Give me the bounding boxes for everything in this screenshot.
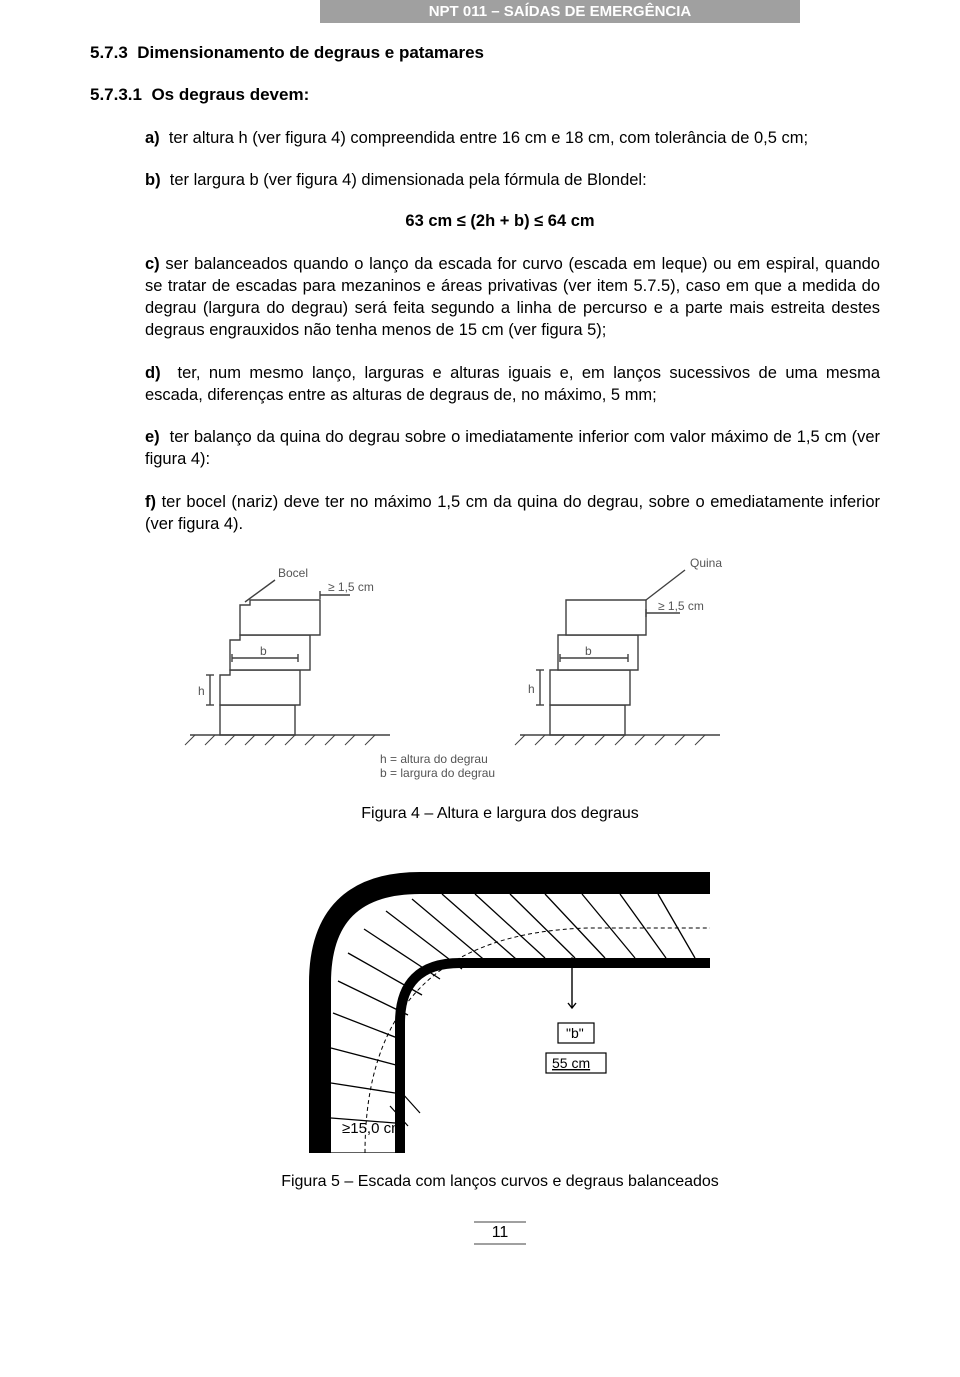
item-d-text: ter, num mesmo lanço, larguras e alturas… — [145, 364, 880, 404]
fig5-radius-label: 55 cm — [552, 1055, 590, 1071]
figure-4-diagram: Bocel ≥ 1,5 cm b h — [90, 555, 910, 785]
figure-4-caption: Figura 4 – Altura e largura dos degraus — [90, 805, 910, 823]
blondel-formula: 63 cm ≤ (2h + b) ≤ 64 cm — [90, 212, 910, 231]
item-c: c) ser balanceados quando o lanço da esc… — [145, 253, 880, 342]
page-number: 11 — [474, 1221, 526, 1245]
fig4-b-right: b — [585, 644, 592, 658]
fig5-b-label: "b" — [566, 1025, 584, 1041]
fig4-h-right: h — [528, 682, 535, 696]
stairs-profile-svg: Bocel ≥ 1,5 cm b h — [180, 555, 820, 785]
fig4-b-left: b — [260, 644, 267, 658]
subsection-number: 5.7.3.1 — [90, 85, 142, 104]
fig4-legend-b: b = largura do degrau — [380, 766, 495, 780]
item-f: f) ter bocel (nariz) deve ter no máximo … — [145, 491, 880, 536]
subsection-title-text: Os degraus devem: — [151, 85, 309, 104]
fig4-dim15-right: ≥ 1,5 cm — [658, 599, 704, 613]
section-number: 5.7.3 — [90, 43, 128, 62]
subsection-heading: 5.7.3.1 Os degraus devem: — [90, 85, 910, 105]
item-a-text: ter altura h (ver figura 4) compreendida… — [169, 129, 808, 147]
item-b: b) ter largura b (ver figura 4) dimensio… — [145, 169, 880, 191]
figure-5-caption: Figura 5 – Escada com lanços curvos e de… — [90, 1173, 910, 1191]
item-e: e) ter balanço da quina do degrau sobre … — [145, 426, 880, 471]
figure-5-diagram: ≥15,0 cm "b" 55 cm — [90, 853, 910, 1153]
fig4-h-left: h — [198, 684, 205, 698]
item-a: a) ter altura h (ver figura 4) compreend… — [145, 127, 880, 149]
section-title-text: Dimensionamento de degraus e patamares — [137, 43, 484, 62]
page-header-bar: NPT 011 – SAÍDAS DE EMERGÊNCIA — [320, 0, 800, 23]
fig4-bocel-label: Bocel — [278, 566, 308, 580]
fig4-quina-label: Quina — [690, 556, 722, 570]
fig5-min-width-label: ≥15,0 cm — [342, 1120, 404, 1137]
document-page: NPT 011 – SAÍDAS DE EMERGÊNCIA 5.7.3 Dim… — [0, 0, 960, 1285]
fig4-legend-h: h = altura do degrau — [380, 752, 488, 766]
curved-stair-svg: ≥15,0 cm "b" 55 cm — [290, 853, 710, 1153]
item-e-text: ter balanço da quina do degrau sobre o i… — [145, 428, 880, 468]
item-c-text: ser balanceados quando o lanço da escada… — [145, 255, 880, 340]
item-b-text: ter largura b (ver figura 4) dimensionad… — [170, 171, 647, 189]
item-f-text: ter bocel (nariz) deve ter no máximo 1,5… — [145, 493, 880, 533]
item-d: d) ter, num mesmo lanço, larguras e altu… — [145, 362, 880, 407]
fig4-dim15-left: ≥ 1,5 cm — [328, 580, 374, 594]
section-heading: 5.7.3 Dimensionamento de degraus e patam… — [90, 43, 910, 63]
